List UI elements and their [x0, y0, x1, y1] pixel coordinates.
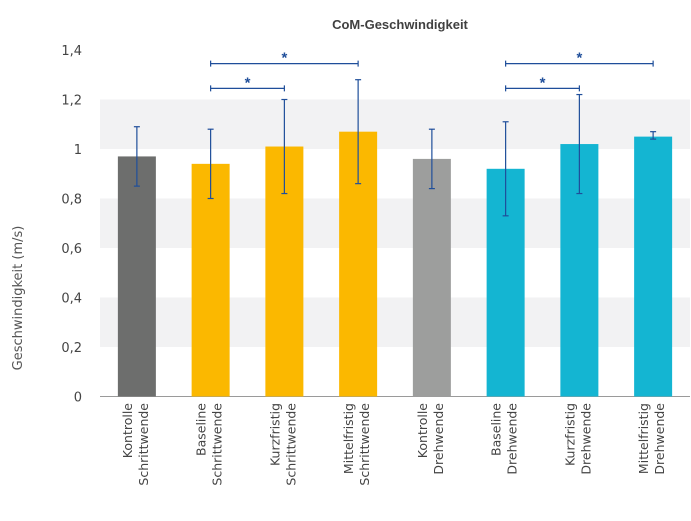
y-tick-label: 1	[74, 143, 82, 158]
y-tick-label: 0,6	[61, 242, 82, 257]
y-tick-label: 1,2	[61, 94, 82, 109]
chart-title: CoM-Geschwindigkeit	[332, 17, 468, 32]
significance-marker: *	[245, 74, 251, 91]
category-labels: Kontrolle Schrittwende Baseline Schrittwend…	[120, 403, 667, 486]
y-tick-label: 0,2	[61, 341, 82, 356]
y-tick-label: 0,4	[61, 292, 82, 307]
bars	[117, 131, 673, 397]
y-tick-label: 0,8	[61, 193, 82, 208]
significance-brackets: * * * *	[210, 50, 654, 92]
significance-marker: *	[576, 50, 582, 67]
category-label: Kontrolle	[415, 403, 430, 459]
error-bars	[133, 79, 657, 217]
significance-marker: *	[281, 50, 287, 67]
category-label: Kontrolle	[120, 403, 135, 459]
grid-band	[100, 99, 690, 149]
grid-band	[100, 198, 690, 248]
category-label: Mittelfristig	[636, 403, 651, 474]
category-label: Baseline	[194, 403, 209, 456]
category-label: Drehwende	[505, 403, 520, 475]
y-tick-label: 1,4	[61, 44, 82, 59]
y-axis-ticks: 0 0,2 0,4 0,6 0,8 1 1,2 1,4	[61, 44, 82, 406]
category-label: Schrittwende	[357, 403, 372, 486]
category-label: Schrittwende	[283, 403, 298, 486]
category-label: Drehwende	[578, 403, 593, 475]
category-label: Kurzfristig	[562, 403, 577, 466]
bar	[412, 158, 451, 397]
bar	[117, 156, 156, 397]
category-label: Baseline	[489, 403, 504, 456]
y-tick-label: 0	[74, 391, 82, 406]
category-label: Drehwende	[652, 403, 667, 475]
category-label: Drehwende	[431, 403, 446, 475]
category-label: Kurzfristig	[267, 403, 282, 466]
grid-bands	[100, 99, 690, 347]
bar	[191, 163, 230, 397]
significance-marker: *	[540, 74, 546, 91]
category-label: Schrittwende	[210, 403, 225, 486]
y-axis-label: Geschwindigkeit (m/s)	[11, 226, 26, 371]
bar	[634, 136, 673, 397]
category-label: Mittelfristig	[341, 403, 356, 474]
grid-band	[100, 297, 690, 347]
category-label: Schrittwende	[136, 403, 151, 486]
